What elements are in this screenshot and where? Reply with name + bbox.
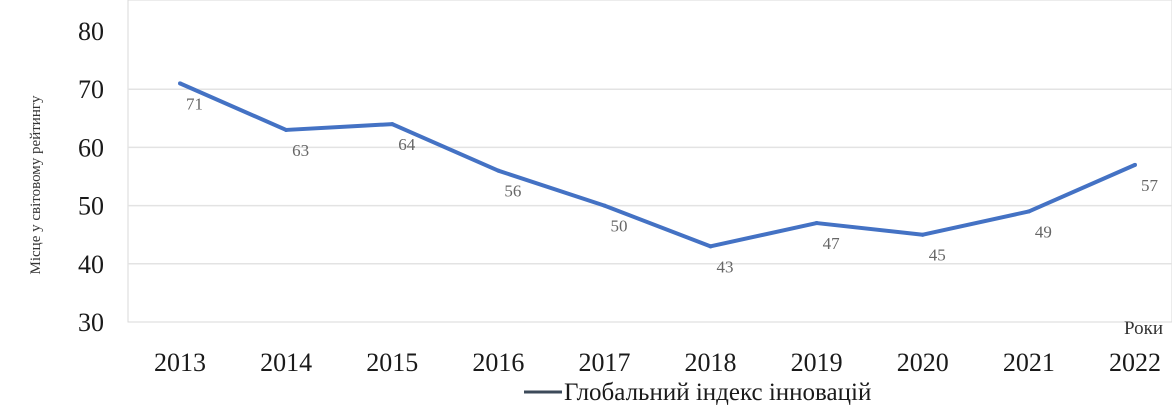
series-line-layer	[178, 81, 1137, 249]
y-tick-label: 30	[78, 308, 104, 337]
y-axis-label: Місце у світовому рейтингу	[28, 95, 44, 274]
data-label: 47	[823, 234, 841, 253]
data-label: 56	[504, 182, 521, 201]
x-tick-label: 2015	[366, 348, 418, 377]
plot-area	[127, 0, 1172, 323]
series-line	[179, 81, 1136, 249]
data-label: 64	[398, 135, 416, 154]
data-label: 45	[929, 246, 946, 265]
data-label: 49	[1035, 222, 1052, 241]
data-point	[390, 122, 395, 127]
data-point	[814, 221, 819, 226]
legend: Глобальний індекс інновацій	[524, 379, 871, 406]
data-point	[602, 203, 607, 208]
data-point	[178, 81, 182, 86]
x-tick-label: 2016	[472, 348, 524, 377]
data-point	[1133, 162, 1137, 167]
data-point	[1026, 209, 1031, 214]
y-tick-label: 70	[78, 75, 104, 104]
y-axis-ticks: 30 40 50 60 70 80	[78, 17, 104, 337]
data-point	[920, 232, 925, 237]
x-tick-label: 2014	[260, 348, 312, 377]
x-tick-label: 2021	[1003, 348, 1055, 377]
x-tick-label: 2020	[897, 348, 949, 377]
data-point	[284, 127, 289, 132]
data-label: 71	[186, 94, 203, 113]
x-tick-label: 2022	[1109, 348, 1161, 377]
x-tick-label: 2013	[154, 348, 206, 377]
data-labels: 71 63 64 56 50 43 47 45 49 57	[186, 94, 1159, 276]
y-tick-label: 50	[78, 192, 104, 221]
x-axis-ticks: 2013 2014 2015 2016 2017 2018 2019 2020 2021 2022	[154, 348, 1161, 377]
data-label: 50	[610, 217, 627, 236]
data-point	[708, 244, 713, 249]
x-axis-unit-label: Роки	[1124, 318, 1163, 339]
y-tick-label: 40	[78, 250, 104, 279]
y-tick-label: 60	[78, 133, 104, 162]
y-tick-label: 80	[78, 17, 104, 46]
data-label: 57	[1141, 176, 1159, 195]
x-tick-label: 2018	[685, 348, 737, 377]
gridlines	[128, 88, 1172, 265]
x-tick-label: 2017	[578, 348, 630, 377]
data-point	[496, 168, 501, 173]
x-tick-label: 2019	[791, 348, 843, 377]
legend-label: Глобальний індекс інновацій	[564, 379, 871, 406]
data-label: 63	[292, 141, 309, 160]
data-label: 43	[717, 257, 734, 276]
